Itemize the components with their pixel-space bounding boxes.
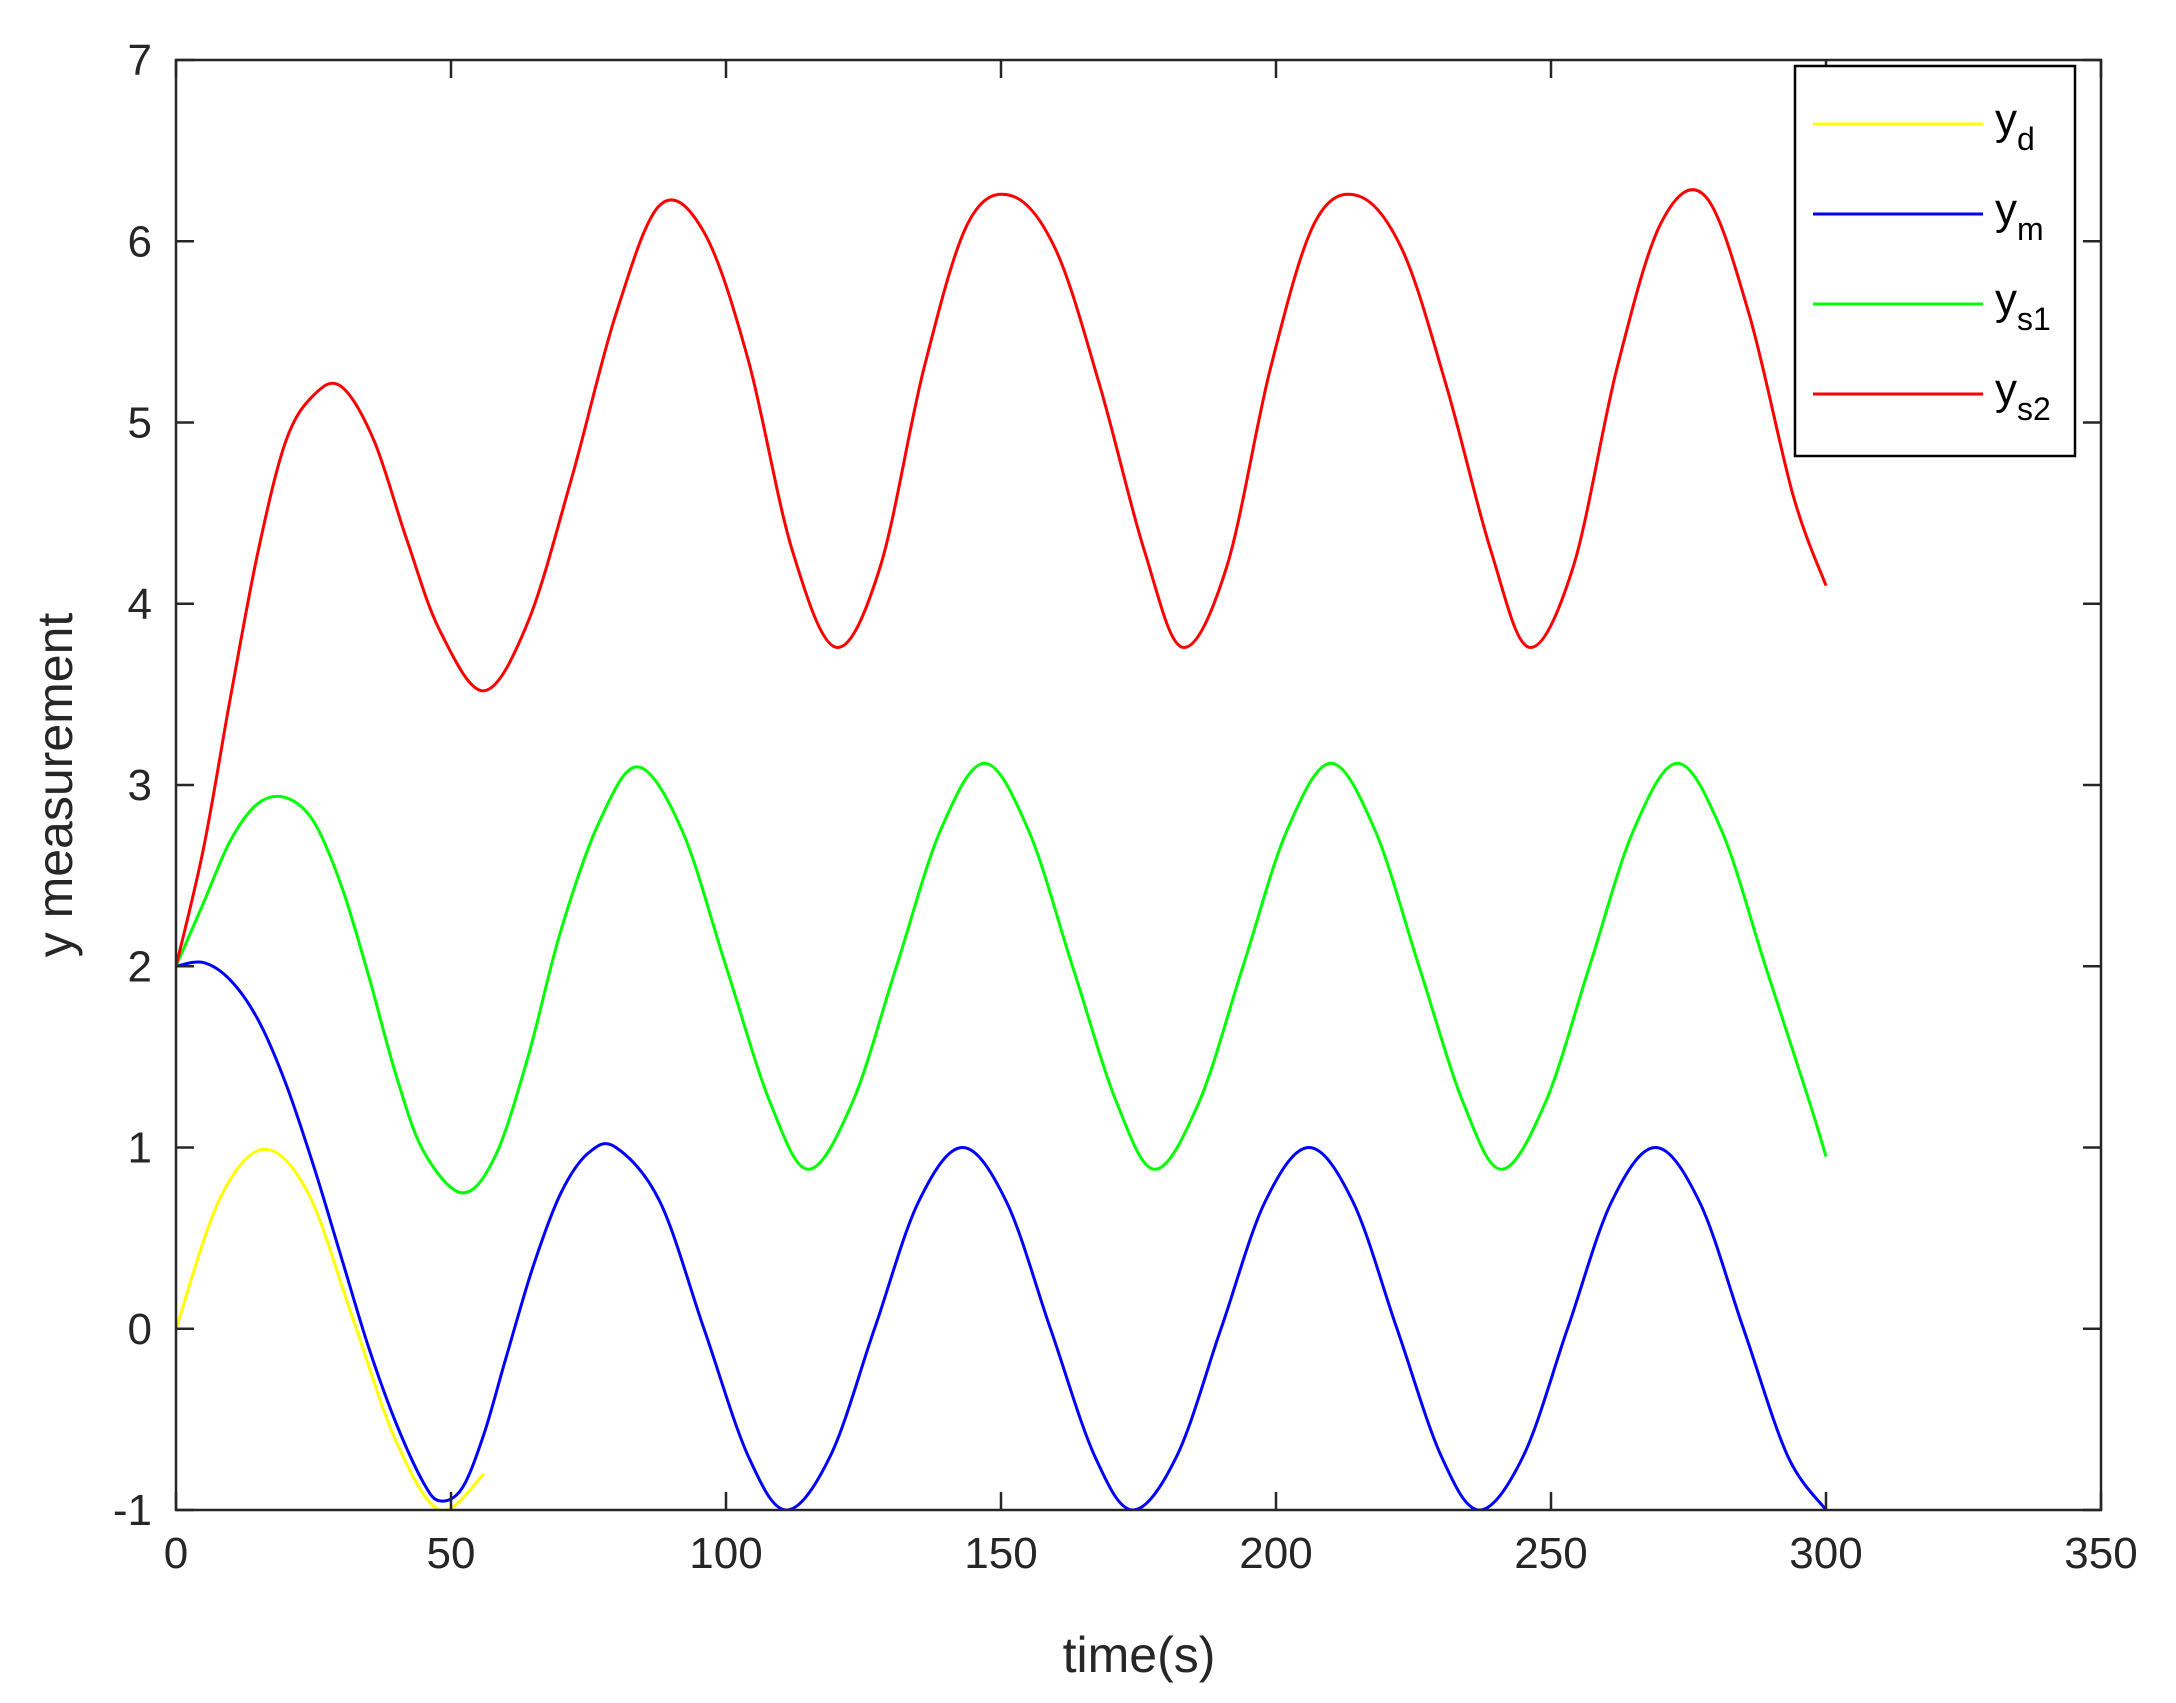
y-tick-label: 4 bbox=[128, 580, 152, 629]
series-line-y-m bbox=[176, 960, 1828, 1510]
legend-label-main: y bbox=[1995, 365, 2017, 414]
x-tick-label: 200 bbox=[1239, 1529, 1312, 1578]
x-tick-label: 150 bbox=[964, 1529, 1037, 1578]
legend-label-y-d: yd bbox=[1995, 95, 2035, 157]
x-tick-label: 50 bbox=[427, 1529, 476, 1578]
y-tick-label: 1 bbox=[128, 1124, 152, 1173]
x-axis-label: time(s) bbox=[1063, 1627, 1216, 1683]
y-axis-label: y measurement bbox=[27, 613, 83, 958]
x-tick-label: 0 bbox=[164, 1529, 188, 1578]
x-tick-label: 100 bbox=[689, 1529, 762, 1578]
y-tick-label: 6 bbox=[128, 217, 152, 266]
legend-label-main: y bbox=[1995, 275, 2017, 324]
legend-label-main: y bbox=[1995, 185, 2017, 234]
y-tick-label: 5 bbox=[128, 399, 152, 448]
series-line-y-d bbox=[176, 1147, 486, 1510]
legend-label-y-s2: ys2 bbox=[1995, 365, 2051, 427]
legend-label-subscript: m bbox=[2017, 211, 2044, 247]
x-tick-label: 350 bbox=[2064, 1529, 2137, 1578]
legend-label-subscript: s1 bbox=[2017, 301, 2051, 337]
series-layer bbox=[176, 188, 1828, 1510]
plot-area bbox=[176, 60, 2101, 1510]
x-tick-label: 250 bbox=[1514, 1529, 1587, 1578]
y-tick-label: 7 bbox=[128, 36, 152, 85]
y-tick-label: 2 bbox=[128, 942, 152, 991]
series-line-y-s1 bbox=[176, 761, 1828, 1195]
y-tick-label: 0 bbox=[128, 1305, 152, 1354]
legend-label-main: y bbox=[1995, 95, 2017, 144]
legend-label-y-s1: ys1 bbox=[1995, 275, 2051, 337]
series-line-y-s2 bbox=[176, 188, 1828, 967]
legend-label-subscript: d bbox=[2017, 121, 2035, 157]
legend-label-y-m: ym bbox=[1995, 185, 2044, 247]
y-tick-label: -1 bbox=[113, 1486, 152, 1535]
legend-box bbox=[1793, 64, 2077, 458]
x-tick-label: 300 bbox=[1789, 1529, 1862, 1578]
legend-label-subscript: s2 bbox=[2017, 391, 2051, 427]
y-tick-label: 3 bbox=[128, 761, 152, 810]
